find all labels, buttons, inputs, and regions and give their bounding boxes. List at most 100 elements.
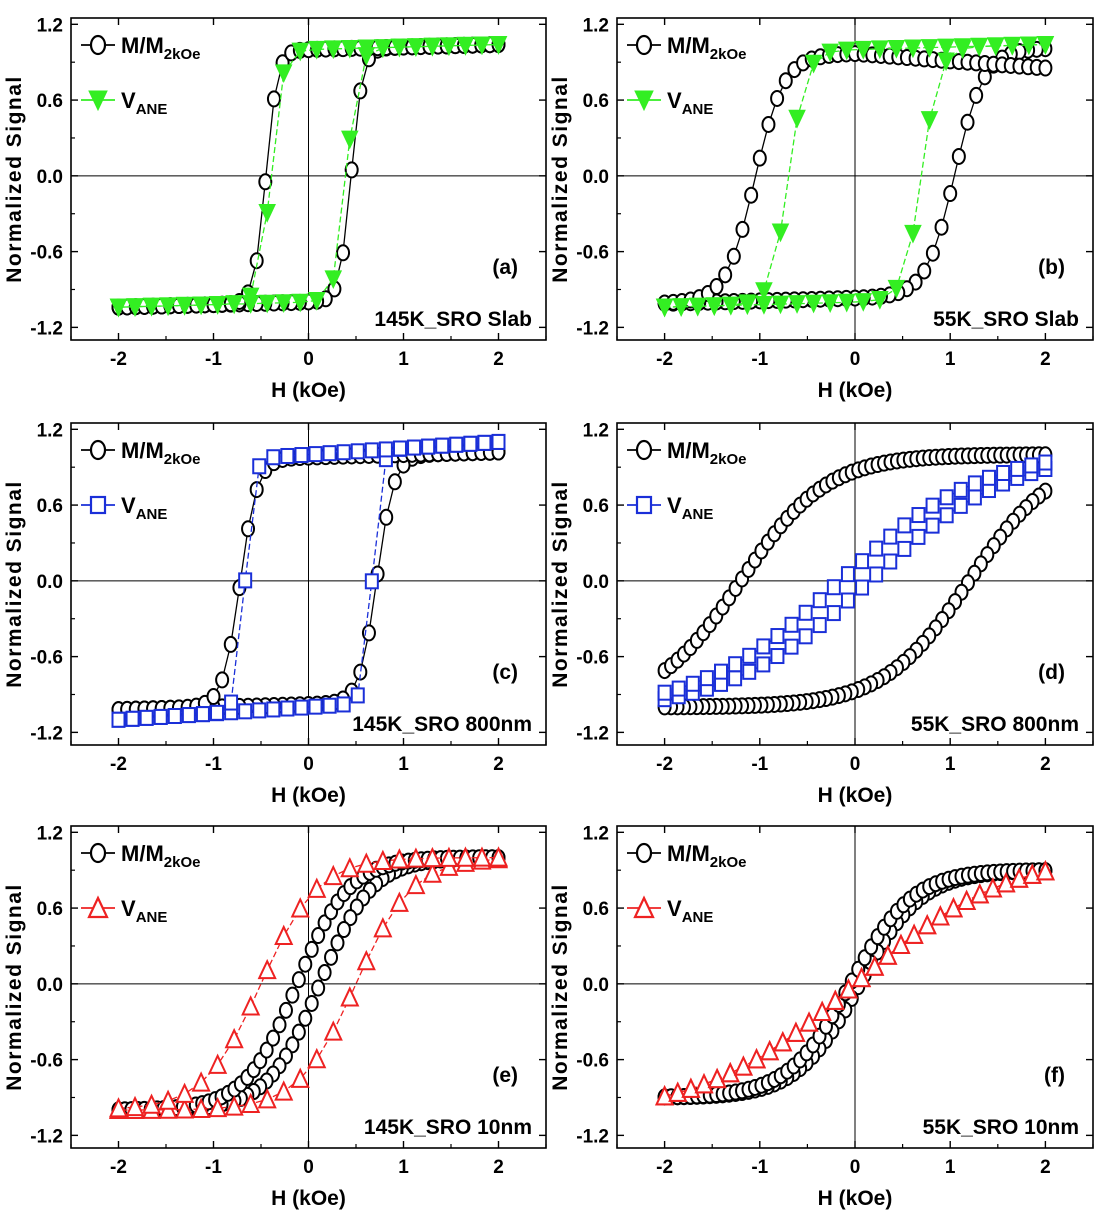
data-point [878,944,898,965]
legend-label: M/M2kOe [121,841,200,871]
y-tick-label: 1.2 [37,15,63,36]
data-point [125,1095,145,1117]
y-axis-label: Normalized Signal [3,480,26,688]
data-point [192,296,210,316]
x-tick-label: -1 [205,349,222,370]
legend: M/M2kOe VANE [81,438,200,523]
data-point [139,709,154,726]
data-point [141,1093,162,1114]
data-point [917,262,932,280]
x-tick-label: -2 [656,754,673,775]
data-point [266,90,281,108]
legend-marker [89,842,107,864]
vane-series [655,860,1055,1106]
data-point [838,978,859,999]
series-line [118,441,499,721]
data-point [925,497,940,514]
data-point [840,566,855,583]
data-point [158,1089,178,1110]
x-tick-label: 0 [850,349,861,370]
data-point [1009,867,1029,888]
x-tick-label: 1 [398,349,409,370]
y-tick-label: 0.6 [37,91,63,112]
plot-area [655,860,1055,1106]
plot-frame [70,825,547,1149]
annotation: 55K_SRO 10nm [923,1116,1079,1139]
data-point [274,294,293,313]
data-point [996,464,1011,481]
chart-panel-e: -2 -1 0 1 2 -1.2 -0.6 0.0 0.6 1.2 H (kOe) Normalize… [3,823,547,1210]
data-point [685,675,700,692]
data-point [208,1053,228,1074]
x-tick-label: -2 [110,349,127,370]
data-point [389,891,409,912]
y-tick-label: 0.0 [37,167,63,188]
data-point [241,520,256,538]
data-point [266,449,281,466]
data-point [390,38,409,58]
data-point [307,1047,327,1069]
y-tick-label: 1.2 [37,823,63,844]
data-point [897,517,912,534]
data-point [1024,457,1039,474]
data-point [374,39,392,58]
data-point [746,1047,767,1069]
data-point [672,298,690,317]
data-point [304,994,319,1012]
data-point [709,278,724,296]
plot-frame [70,422,547,746]
data-point [771,223,790,243]
data-point [655,1084,675,1106]
data-point [423,37,442,57]
x-tick-label: 2 [493,349,504,370]
legend-marker [88,90,108,112]
data-point [455,846,476,867]
data-point [224,694,239,711]
legend-marker [89,439,107,461]
data-point [272,1016,287,1034]
data-point [718,266,733,284]
legend-label: M/M2kOe [121,33,200,63]
panel-label: (e) [492,1064,518,1087]
data-point [788,109,806,129]
data-point [440,37,458,57]
data-point [837,41,856,61]
legend-marker [635,439,653,461]
data-point [969,86,984,104]
data-point [939,507,954,524]
x-tick-label: -1 [751,349,768,370]
y-tick-label: 0.0 [37,572,63,593]
data-point [804,294,823,314]
x-axis-label: H (kOe) [818,784,893,807]
plot-area [657,446,1053,716]
data-point [869,566,884,583]
data-point [821,294,839,313]
data-point [904,923,924,944]
data-point [238,572,253,589]
legend-marker [89,34,107,56]
data-point [668,1081,688,1102]
x-tick-label: 0 [303,349,314,370]
data-point [241,1092,261,1113]
data-point [904,224,922,244]
data-point [826,605,841,622]
data-point [343,909,358,927]
legend-label: M/M2kOe [667,841,746,871]
data-point [837,293,856,313]
data-point [925,244,940,262]
data-point [356,949,376,971]
data-point [241,287,260,307]
data-point [770,628,785,645]
data-point [722,296,740,316]
data-point [294,699,309,716]
data-point [257,958,277,980]
data-point [210,704,225,721]
data-point [298,1009,313,1027]
data-point [798,628,813,645]
data-point [733,1055,753,1076]
data-point [195,706,210,723]
data-point [304,940,319,958]
vane-series [655,36,1055,318]
data-point [291,971,306,989]
